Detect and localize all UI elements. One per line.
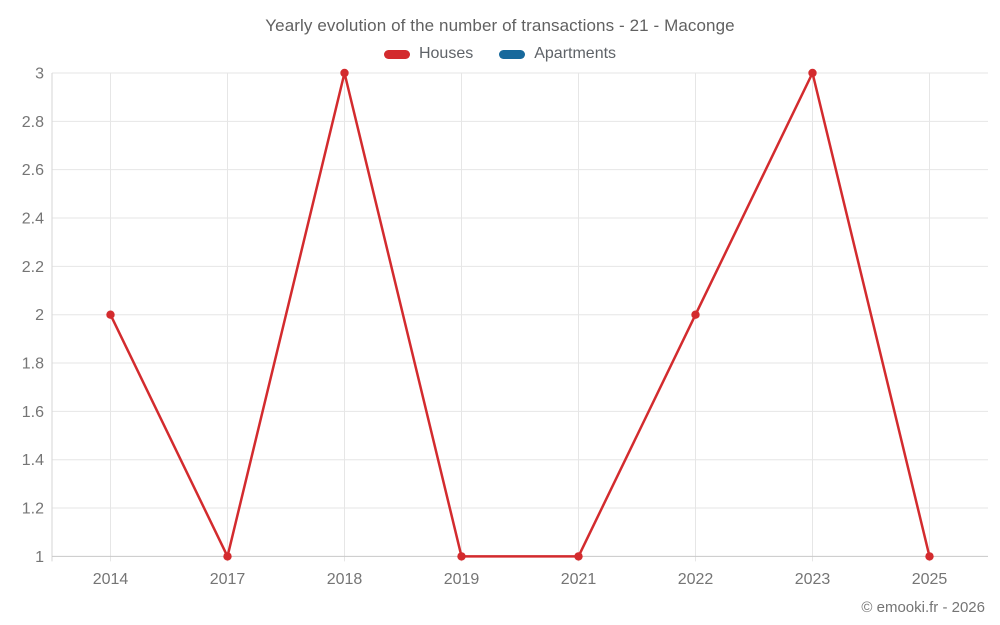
y-axis-tick-label: 2.4	[22, 211, 44, 228]
y-axis-tick-label: 2.8	[22, 114, 44, 131]
y-axis-tick-label: 2	[35, 307, 44, 324]
y-axis-tick-label: 2.2	[22, 259, 44, 276]
legend-swatch-houses-icon	[383, 49, 410, 59]
data-point-houses[interactable]	[691, 310, 700, 319]
legend-item-apartments[interactable]: Apartments	[499, 45, 616, 63]
y-axis-tick-label: 2.6	[22, 162, 44, 179]
data-point-houses[interactable]	[808, 68, 817, 78]
data-point-houses[interactable]	[457, 552, 466, 561]
chart-title: Yearly evolution of the number of transa…	[265, 16, 735, 35]
x-axis-tick-label: 2023	[795, 571, 831, 588]
y-axis-tick-label: 1.6	[22, 404, 44, 421]
y-axis-tick-label: 3	[35, 66, 44, 83]
data-point-houses[interactable]	[574, 552, 583, 561]
x-axis-tick-label: 2014	[93, 571, 129, 588]
x-axis-tick-label: 2017	[210, 571, 246, 588]
y-axis-tick-label: 1.8	[22, 356, 44, 373]
x-axis-tick-label: 2018	[327, 571, 363, 588]
legend-label-apartments: Apartments	[534, 45, 617, 62]
y-axis-tick-label: 1.2	[22, 501, 44, 518]
data-point-houses[interactable]	[223, 552, 232, 561]
data-point-houses[interactable]	[106, 310, 115, 319]
y-axis-tick-label: 1	[35, 549, 44, 566]
legend-label-houses: Houses	[418, 45, 474, 62]
series-line-houses	[109, 71, 931, 558]
chart-legend: Houses Apartments	[0, 45, 1000, 63]
data-point-houses[interactable]	[925, 552, 934, 561]
x-axis-tick-label: 2022	[678, 571, 714, 588]
data-point-houses[interactable]	[340, 68, 349, 78]
legend-item-houses[interactable]: Houses	[383, 45, 474, 63]
x-axis-tick-label: 2025	[912, 571, 948, 588]
copyright-credit: © emooki.fr - 2026	[861, 599, 985, 616]
x-axis-tick-label: 2019	[444, 571, 480, 588]
legend-swatch-apartments-icon	[499, 49, 526, 59]
x-axis-tick-label: 2021	[561, 571, 597, 588]
y-axis-tick-label: 1.4	[22, 452, 44, 469]
